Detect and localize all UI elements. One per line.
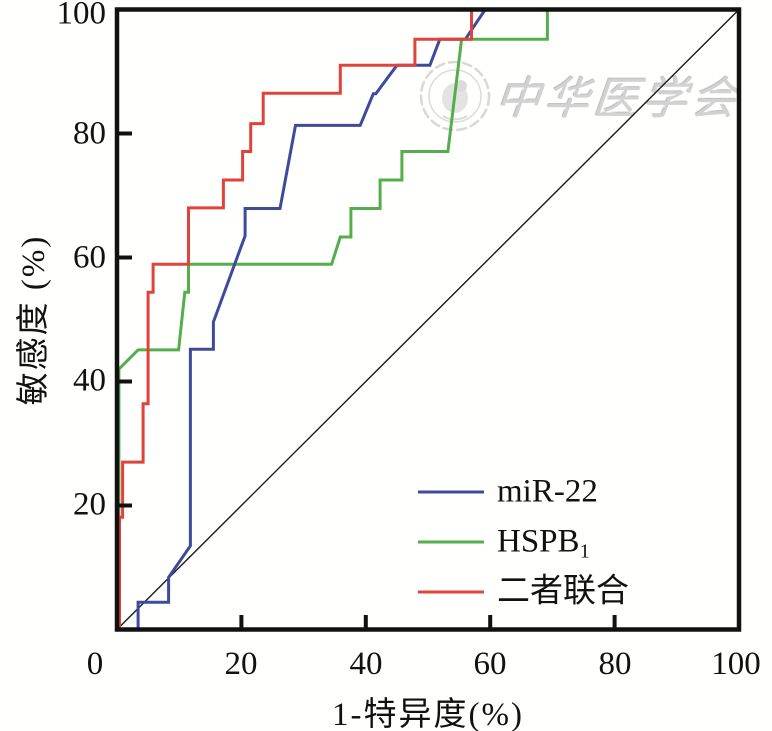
curve-hspb1	[117, 8, 739, 631]
legend-label-hspb1-subscript: 1	[579, 540, 590, 563]
y-tick-label: 20	[73, 486, 106, 523]
x-tick-label: 100	[711, 646, 761, 682]
reference-diagonal	[116, 9, 740, 630]
axis-ticks	[118, 131, 617, 629]
y-tick-label: 100	[56, 0, 107, 32]
legend-label-combined: 二者联合	[497, 573, 629, 610]
legend-label-hspb1: HSPB1	[497, 523, 590, 563]
legend-line-combined	[418, 590, 484, 594]
x-tick-label: 40	[349, 646, 383, 682]
x-tick-label: 60	[473, 646, 507, 682]
x-tick-label: 80	[598, 646, 632, 682]
y-tick-label: 80	[73, 115, 106, 152]
legend-item-hspb1: HSPB1	[418, 523, 590, 563]
legend-item-mir22: miR-22	[418, 473, 598, 510]
y-tick-label: 60	[73, 239, 106, 276]
curves-layer	[116, 8, 740, 631]
x-tick-label: 20	[224, 646, 258, 682]
legend-line-mir22	[418, 490, 484, 494]
plot-frame	[114, 7, 742, 632]
y-axis-title: 敏感度 (%)	[16, 234, 52, 406]
y-tick-label: 40	[73, 362, 106, 399]
legend-item-combined: 二者联合	[418, 573, 629, 610]
x-axis-title: 1-特异度(%)	[332, 697, 524, 731]
legend-line-hspb1	[418, 540, 484, 544]
legend-label-mir22: miR-22	[497, 473, 598, 510]
legend-label-hspb1-base: HSPB	[497, 523, 580, 560]
curve-combined	[117, 8, 739, 631]
x-tick-label: 0	[86, 646, 104, 682]
curve-mir-22	[117, 8, 739, 631]
